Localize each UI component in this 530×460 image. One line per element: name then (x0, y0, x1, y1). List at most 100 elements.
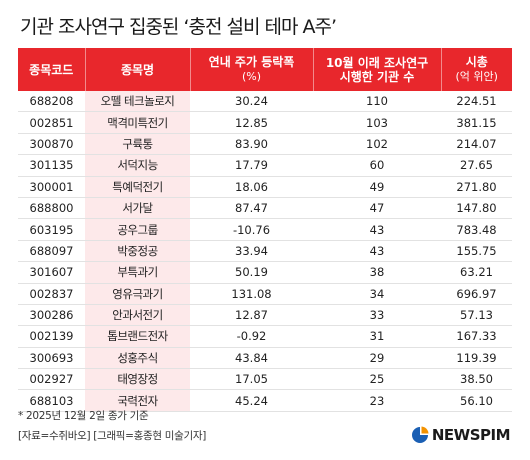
table-row: 688208 오뗄 테크놀로지 30.24 110 224.51 (18, 91, 512, 113)
cell-mcap: 783.48 (441, 218, 512, 241)
table-row: 301607 부특과기 50.19 38 63.21 (18, 261, 512, 284)
cell-change: 12.87 (190, 304, 313, 327)
header-mcap: 시총 (억 위안) (440, 48, 512, 91)
table-row: 002837 영유극과기 131.08 34 696.97 (18, 283, 512, 305)
cell-code: 688103 (18, 389, 85, 412)
header-code: 종목코드 (18, 48, 85, 91)
cell-name: 박중정공 (85, 240, 190, 263)
cell-code: 301135 (18, 154, 85, 177)
table-row: 688097 박중정공 33.94 43 155.75 (18, 240, 512, 263)
cell-name: 구륙통 (85, 133, 190, 156)
header-change-label: 연내 주가 등락폭 (208, 55, 295, 69)
cell-code: 688800 (18, 197, 85, 220)
cell-visits: 43 (313, 240, 441, 263)
source-credit: [자료=수쥐바오] [그래픽=홍종현 미술기자] (18, 430, 207, 442)
newspim-logo: NEWSPIM (411, 426, 511, 444)
cell-code: 688097 (18, 240, 85, 263)
cell-change: 43.84 (190, 347, 313, 370)
cell-visits: 29 (313, 347, 441, 370)
cell-visits: 31 (313, 325, 441, 348)
cell-change: 50.19 (190, 261, 313, 284)
cell-mcap: 381.15 (441, 111, 512, 134)
cell-mcap: 167.33 (441, 325, 512, 348)
cell-name: 오뗄 테크놀로지 (85, 91, 190, 113)
header-visits: 10월 이래 조사연구 시행한 기관 수 (312, 48, 441, 91)
cell-code: 688208 (18, 91, 85, 113)
table-row: 688800 서가달 87.47 47 147.80 (18, 197, 512, 220)
cell-visits: 23 (313, 389, 441, 412)
cell-name: 서덕지능 (85, 154, 190, 177)
cell-visits: 103 (313, 111, 441, 134)
cell-name: 서가달 (85, 197, 190, 220)
cell-visits: 33 (313, 304, 441, 327)
cell-mcap: 56.10 (441, 389, 512, 412)
cell-name: 특예덕전기 (85, 176, 190, 198)
cell-mcap: 27.65 (441, 154, 512, 177)
cell-name: 안과서전기 (85, 304, 190, 327)
cell-mcap: 271.80 (441, 176, 512, 198)
cell-change: 18.06 (190, 176, 313, 198)
cell-mcap: 147.80 (441, 197, 512, 220)
cell-code: 603195 (18, 218, 85, 241)
table-row: 301135 서덕지능 17.79 60 27.65 (18, 154, 512, 177)
cell-visits: 38 (313, 261, 441, 284)
table-row: 300286 안과서전기 12.87 33 57.13 (18, 304, 512, 327)
table-row: 002927 태영장정 17.05 25 38.50 (18, 368, 512, 391)
cell-code: 300001 (18, 176, 85, 198)
cell-visits: 34 (313, 283, 441, 305)
cell-change: -0.92 (190, 325, 313, 348)
cell-change: 30.24 (190, 91, 313, 113)
table-header-row: 종목코드 종목명 연내 주가 등락폭 (%) 10월 이래 조사연구 시행한 기… (18, 48, 512, 91)
header-mcap-label: 시총 (465, 55, 488, 69)
header-name: 종목명 (84, 48, 190, 91)
cell-mcap: 38.50 (441, 368, 512, 391)
cell-mcap: 696.97 (441, 283, 512, 305)
cell-visits: 47 (313, 197, 441, 220)
header-visits-label-2: 시행한 기관 수 (339, 69, 415, 84)
cell-visits: 25 (313, 368, 441, 391)
header-visits-label: 10월 이래 조사연구 (325, 55, 429, 70)
header-change-unit: (%) (241, 70, 262, 83)
page-title: 기관 조사연구 집중된 ‘충전 설비 테마 A주’ (20, 16, 337, 38)
header-mcap-unit: (억 위안) (455, 70, 498, 83)
cell-mcap: 214.07 (441, 133, 512, 156)
table-row: 002139 톱브랜드전자 -0.92 31 167.33 (18, 325, 512, 348)
cell-change: -10.76 (190, 218, 313, 241)
header-change: 연내 주가 등락폭 (%) (189, 48, 313, 91)
cell-name: 공우그룹 (85, 218, 190, 241)
cell-visits: 43 (313, 218, 441, 241)
cell-code: 300286 (18, 304, 85, 327)
cell-code: 300693 (18, 347, 85, 370)
cell-visits: 102 (313, 133, 441, 156)
table-row: 300001 특예덕전기 18.06 49 271.80 (18, 176, 512, 198)
cell-mcap: 224.51 (441, 91, 512, 113)
cell-change: 87.47 (190, 197, 313, 220)
cell-code: 301607 (18, 261, 85, 284)
cell-name: 톱브랜드전자 (85, 325, 190, 348)
cell-name: 영유극과기 (85, 283, 190, 305)
cell-mcap: 63.21 (441, 261, 512, 284)
logo-text: NEWSPIM (431, 426, 511, 444)
cell-code: 002851 (18, 111, 85, 134)
cell-name: 부특과기 (85, 261, 190, 284)
cell-visits: 49 (313, 176, 441, 198)
cell-change: 131.08 (190, 283, 313, 305)
cell-mcap: 57.13 (441, 304, 512, 327)
cell-change: 45.24 (190, 389, 313, 412)
cell-change: 12.85 (190, 111, 313, 134)
cell-visits: 110 (313, 91, 441, 113)
cell-code: 002927 (18, 368, 85, 391)
cell-change: 33.94 (190, 240, 313, 263)
table-row: 002851 맥격미특전기 12.85 103 381.15 (18, 111, 512, 134)
cell-name: 국력전자 (85, 389, 190, 412)
cell-mcap: 119.39 (441, 347, 512, 370)
cell-name: 맥격미특전기 (85, 111, 190, 134)
footnote: * 2025년 12월 2일 종가 기준 (18, 410, 149, 422)
stock-table: 종목코드 종목명 연내 주가 등락폭 (%) 10월 이래 조사연구 시행한 기… (18, 48, 512, 412)
cell-change: 17.05 (190, 368, 313, 391)
table-row: 603195 공우그룹 -10.76 43 783.48 (18, 218, 512, 241)
cell-code: 002139 (18, 325, 85, 348)
newspim-logo-icon (411, 426, 429, 443)
cell-change: 17.79 (190, 154, 313, 177)
cell-change: 83.90 (190, 133, 313, 156)
